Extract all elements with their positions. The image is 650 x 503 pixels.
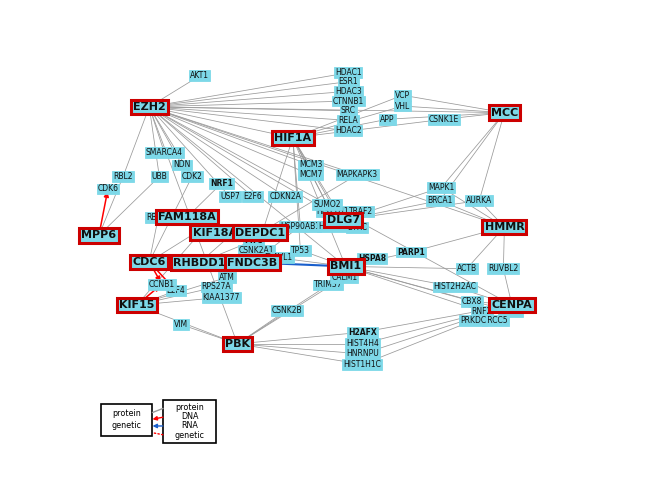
Text: MAPKAPK3: MAPKAPK3 [337, 170, 378, 179]
Text: RELA: RELA [339, 116, 358, 125]
Text: HSP90AA1: HSP90AA1 [318, 222, 358, 231]
Text: MAPK1: MAPK1 [428, 183, 454, 192]
Text: PRKDC: PRKDC [460, 316, 486, 325]
Text: XRCC5: XRCC5 [482, 316, 508, 325]
Text: NDN: NDN [174, 160, 190, 170]
Text: TRIM37: TRIM37 [314, 281, 343, 290]
FancyBboxPatch shape [101, 404, 152, 436]
Text: BMI1: BMI1 [330, 262, 361, 272]
Text: KIF15: KIF15 [119, 300, 154, 310]
Text: VHL: VHL [395, 102, 410, 111]
Text: BRCA1: BRCA1 [427, 196, 452, 205]
Text: RBL2: RBL2 [113, 172, 133, 181]
Text: RNA: RNA [181, 422, 198, 431]
Text: protein: protein [176, 403, 204, 412]
Text: MCC: MCC [491, 108, 518, 118]
Text: DNA: DNA [181, 412, 198, 421]
Text: BTRC: BTRC [347, 223, 367, 232]
Text: HIST1H1A: HIST1H1A [317, 207, 355, 216]
Text: genetic: genetic [175, 431, 205, 440]
Text: SMARCA4: SMARCA4 [146, 148, 183, 157]
Text: FNDC3B: FNDC3B [227, 258, 278, 268]
Text: MYC: MYC [244, 236, 263, 245]
Text: ATM: ATM [220, 273, 235, 282]
Text: VCP: VCP [395, 91, 410, 100]
Text: HDAC2: HDAC2 [335, 126, 361, 135]
Text: CSNK1E: CSNK1E [429, 115, 459, 124]
Text: ELAVL1: ELAVL1 [265, 254, 292, 263]
Text: CDK2: CDK2 [181, 172, 203, 181]
Text: HIST4H4: HIST4H4 [346, 340, 379, 349]
Text: DLG7: DLG7 [327, 215, 359, 225]
Text: DEPDC1: DEPDC1 [235, 228, 285, 238]
Text: RNF2: RNF2 [472, 307, 492, 316]
Text: CSNK2A1: CSNK2A1 [239, 245, 274, 255]
Text: CDK6: CDK6 [98, 185, 118, 194]
Text: TRAF2: TRAF2 [349, 207, 373, 216]
Text: CTNNB1: CTNNB1 [333, 97, 364, 106]
Text: genetic: genetic [112, 422, 142, 431]
Text: EZH2: EZH2 [133, 102, 166, 112]
Text: PBK: PBK [225, 339, 250, 349]
Text: RHBDD1: RHBDD1 [174, 258, 226, 268]
Text: HSP90AB1: HSP90AB1 [280, 222, 320, 231]
Text: HDAC3: HDAC3 [335, 87, 361, 96]
Text: E2F6: E2F6 [243, 192, 262, 201]
Text: CBX8: CBX8 [462, 297, 482, 306]
Text: MPP6: MPP6 [81, 230, 116, 240]
Text: PARP1: PARP1 [397, 247, 425, 257]
Text: NRF1: NRF1 [210, 179, 233, 188]
Text: CDK1: CDK1 [194, 222, 218, 231]
Text: RING1: RING1 [499, 307, 523, 316]
Text: FAM118A: FAM118A [158, 212, 216, 222]
Text: CALM1: CALM1 [331, 273, 358, 282]
Text: HIF1A: HIF1A [274, 133, 311, 143]
Text: KIF18A: KIF18A [192, 228, 237, 238]
Text: MCM3: MCM3 [299, 160, 322, 170]
Text: RBBP4: RBBP4 [146, 213, 171, 222]
Text: AKT1: AKT1 [190, 71, 209, 80]
Text: HSPA8: HSPA8 [358, 254, 387, 263]
Text: HIST2H2AC: HIST2H2AC [434, 283, 476, 291]
Text: HMMR: HMMR [484, 222, 525, 232]
Text: ESR1: ESR1 [339, 77, 358, 86]
Text: HDAC1: HDAC1 [335, 68, 361, 77]
Text: CCNB1: CCNB1 [149, 280, 175, 289]
Text: SRC: SRC [341, 106, 356, 115]
Text: UBB: UBB [151, 172, 167, 181]
Text: HIST1H1C: HIST1H1C [343, 360, 382, 369]
Text: CENPA: CENPA [491, 300, 532, 310]
Text: AURKA: AURKA [466, 196, 492, 205]
Text: CDC6: CDC6 [133, 257, 166, 267]
FancyBboxPatch shape [163, 400, 216, 443]
Text: USP7: USP7 [220, 192, 240, 201]
Text: KIAA1377: KIAA1377 [203, 293, 240, 302]
Text: UBC: UBC [226, 227, 244, 236]
Text: CSNK2B: CSNK2B [272, 306, 302, 315]
Text: H2AFX: H2AFX [348, 328, 377, 337]
Text: APP: APP [380, 115, 395, 124]
Text: protein: protein [112, 409, 141, 418]
Text: VIM: VIM [174, 320, 188, 329]
Text: E2F4: E2F4 [166, 286, 185, 295]
Text: MCM7: MCM7 [299, 170, 322, 179]
Text: ACTB: ACTB [456, 264, 476, 273]
Text: RPS27A: RPS27A [202, 283, 231, 291]
Text: RUVBL2: RUVBL2 [488, 264, 519, 273]
Text: HNRNPU: HNRNPU [346, 350, 379, 359]
Text: SUMO2: SUMO2 [313, 200, 341, 209]
Text: TP53: TP53 [291, 245, 310, 255]
Text: CDKN2A: CDKN2A [269, 192, 301, 201]
